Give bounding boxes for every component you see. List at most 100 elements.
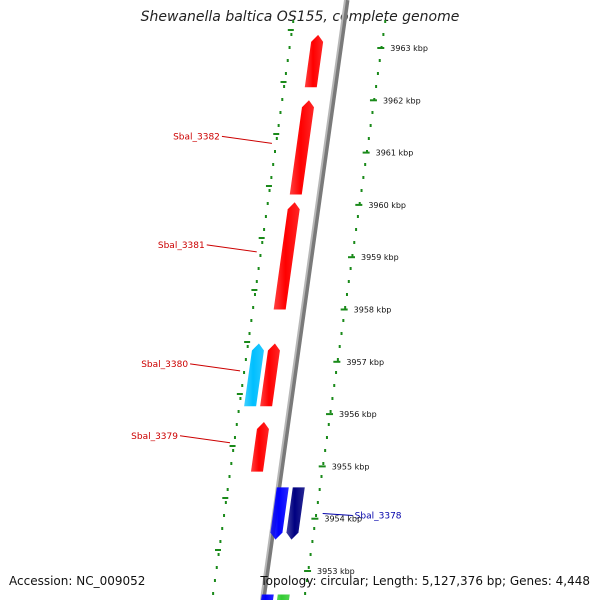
ruler-dot [353,241,356,244]
ruler-dot [376,72,379,75]
gene-arrow[interactable] [260,343,280,407]
gene-label-leader [322,512,353,516]
ruler-dot [324,449,327,452]
ruler-dot [244,358,247,361]
ruler-ticks: 3963 kbp 3962 kbp 3961 kbp 3960 kbp 3959 kbp… [304,44,428,576]
ruler-dot [215,566,218,569]
ruler-dot [283,85,286,88]
ruler-dot [232,449,235,452]
ruler-dot [304,592,307,595]
ruler-dot [367,137,370,140]
ruler-dot [364,163,367,166]
gene-arrow[interactable] [273,202,300,310]
ruler-dot [268,189,271,192]
gene-label[interactable]: Sbal_3378 [355,511,402,521]
topology-text: Topology: circular; Length: 5,127,376 bp… [260,574,590,588]
ruler-dot [224,501,227,504]
ruler-dot [307,566,310,569]
ruler-tick-label: 3953 kbp [317,567,355,576]
ruler-dot [286,59,289,62]
ruler-dot [259,254,262,257]
ruler-dot [279,111,282,114]
ruler-dot [213,579,216,582]
ruler-dot [246,345,249,348]
gene-arrow[interactable] [250,421,269,472]
ruler-dot [338,345,341,348]
ruler-dot [284,72,287,75]
ruler-dot [266,202,269,205]
ruler-dot [277,124,280,127]
ruler-tick-label: 3956 kbp [339,410,377,419]
ruler-dot [241,384,244,387]
ruler-dot [347,280,350,283]
ruler-dot [275,137,278,140]
gene-label[interactable]: Sbal_3381 [158,241,205,251]
ruler-dot [366,150,368,153]
ruler-dot [270,176,273,179]
ruler-dot [223,514,226,517]
ruler-tick-label: 3958 kbp [354,306,392,315]
ruler-dot [272,163,275,166]
gene-arrow[interactable] [259,594,274,600]
accession-text: Accession: NC_009052 [9,574,146,588]
gene-label-leader [190,363,241,372]
gene-arrow[interactable] [286,487,305,540]
ruler-dot [313,527,316,530]
ruler-dot [316,501,319,504]
ruler-dot [228,475,231,478]
ruler-tick-label: 3961 kbp [376,149,414,158]
ruler-dot [320,475,323,478]
ruler-dot [335,371,338,374]
ruler-dot [263,228,266,231]
ruler-dot [311,540,314,543]
ruler-dot [322,462,325,465]
ruler-dot [237,410,240,413]
ruler-dot [250,319,253,322]
gene-label-leader [221,135,272,144]
ruler-dot [369,124,372,127]
ruler-dot [288,46,291,49]
ruler-dot [219,540,222,543]
backbone-highlight [260,0,346,600]
gene-labels: Sbal_3382 Sbal_3381 Sbal_3380 Sbal_3379 Sbal… [131,132,402,521]
ruler-dot [318,488,321,491]
ruler-dot [230,462,233,465]
ruler-dot [315,514,318,517]
ruler-tick-label: 3963 kbp [390,44,428,53]
ruler-dot [226,488,229,491]
gene-arrow[interactable] [244,343,264,407]
ruler-tick-label: 3954 kbp [324,515,362,524]
gene-arrow[interactable] [304,34,324,88]
ruler-dot [252,306,255,309]
ruler-dot [212,592,215,595]
ruler-dot [344,306,347,309]
ruler-dot [327,423,330,426]
ruler-dot [325,436,328,439]
ruler-dot [255,280,258,283]
gene-label[interactable]: Sbal_3379 [131,432,178,442]
ruler-dot [351,254,354,257]
ruler-tick-label: 3959 kbp [361,253,399,262]
ruler-dot [253,293,256,296]
ruler-dot [358,202,361,205]
ruler-dot [290,33,293,36]
ruler-tick-label: 3960 kbp [368,201,406,210]
gene-arrow[interactable] [275,594,290,600]
gene-label-leader [206,244,257,253]
ruler-dot [217,553,220,556]
ruler-dot [274,150,276,153]
ruler-dot [221,527,224,530]
ruler-dot [360,189,363,192]
ruler-dot [329,410,332,413]
gene-label-leader [179,435,231,444]
gene-label[interactable]: Sbal_3382 [173,132,220,142]
ruler-dot [281,98,284,101]
ruler-dot [257,267,260,270]
ruler-dot [384,20,387,23]
gene-arrow[interactable] [289,100,314,195]
gene-label[interactable]: Sbal_3380 [141,360,188,370]
gene-arrow[interactable] [270,487,289,540]
ruler-dot [333,384,336,387]
ruler-dot [243,371,246,374]
